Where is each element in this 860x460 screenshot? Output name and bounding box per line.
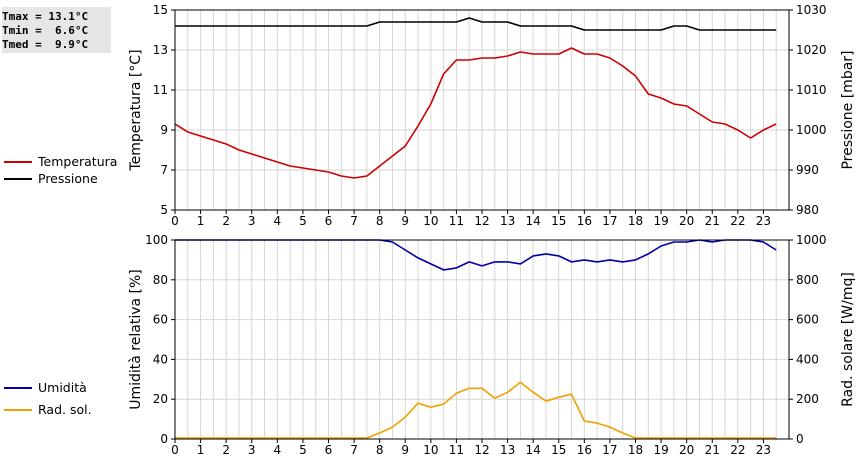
y2-tick-label: 990 [796,163,819,177]
x-tick-label: 1 [197,214,205,228]
y2-tick-label: 1020 [796,43,827,57]
y2-tick-label: 0 [796,432,804,446]
x-tick-label: 0 [171,443,179,457]
legend-pressure-swatch [4,178,32,180]
x-tick-label: 10 [423,214,438,228]
x-tick-label: 23 [756,214,771,228]
x-tick-label: 4 [274,443,282,457]
legend-radiation-label: Rad. sol. [38,402,92,417]
x-tick-label: 7 [350,214,358,228]
y2-tick-label: 1000 [796,233,827,247]
series-line-rad-sol- [175,381,777,439]
x-tick-label: 18 [628,214,643,228]
x-tick-label: 4 [274,214,282,228]
x-tick-label: 11 [449,443,464,457]
x-tick-label: 3 [248,214,256,228]
y-tick-label: 9 [160,123,168,137]
x-tick-label: 22 [730,214,745,228]
y2-tick-label: 600 [796,313,819,327]
x-tick-label: 21 [705,443,720,457]
x-tick-label: 11 [449,214,464,228]
y2-axis-title: Rad. solare [W/mq] [840,272,856,407]
y-tick-label: 7 [160,163,168,177]
y2-tick-label: 1000 [796,123,827,137]
x-tick-label: 17 [602,443,617,457]
x-tick-label: 5 [299,214,307,228]
x-tick-label: 13 [500,443,515,457]
y-tick-label: 5 [160,203,168,217]
y-tick-label: 100 [145,233,168,247]
y2-tick-label: 1010 [796,83,827,97]
y-tick-label: 40 [153,352,168,366]
x-tick-label: 6 [325,443,333,457]
y-axis-title: Temperatura [°C] [128,49,144,171]
legend-pressure-label: Pressione [38,171,98,186]
y2-tick-label: 200 [796,392,819,406]
y-tick-label: 20 [153,392,168,406]
x-tick-label: 2 [222,443,230,457]
x-tick-label: 17 [602,214,617,228]
series-line-pressione [175,17,777,31]
x-tick-label: 15 [551,214,566,228]
x-tick-label: 6 [325,214,333,228]
legend-temperature-label: Temperatura [38,154,118,169]
legend-humidity-label: Umidità [38,380,87,395]
y-tick-label: 11 [153,83,168,97]
tmin-text: Tmin = 6.6°C [2,24,89,37]
y2-axis-title: Pressione [mbar] [840,50,856,169]
y2-tick-label: 1030 [796,3,827,17]
x-tick-label: 10 [423,443,438,457]
x-tick-label: 8 [376,443,384,457]
y2-tick-label: 800 [796,273,819,287]
x-tick-label: 20 [679,443,694,457]
x-tick-label: 21 [705,214,720,228]
x-tick-label: 16 [577,443,592,457]
series-line-temperatura [174,47,777,179]
x-tick-label: 8 [376,214,384,228]
x-tick-label: 9 [401,214,409,228]
y-tick-label: 13 [153,43,168,57]
y-tick-label: 0 [160,432,168,446]
x-tick-label: 3 [248,443,256,457]
x-tick-label: 5 [299,443,307,457]
x-tick-label: 23 [756,443,771,457]
tmed-text: Tmed = 9.9°C [2,38,89,51]
y-tick-label: 15 [153,3,168,17]
x-tick-label: 15 [551,443,566,457]
x-tick-label: 18 [628,443,643,457]
legend-radiation-swatch [4,409,32,411]
x-tick-label: 14 [526,443,541,457]
y2-tick-label: 400 [796,352,819,366]
x-tick-label: 22 [730,443,745,457]
y-tick-label: 60 [153,313,168,327]
legend-temperature-swatch [4,161,32,163]
x-tick-label: 7 [350,443,358,457]
x-tick-label: 20 [679,214,694,228]
legend-humidity-swatch [4,387,32,389]
series-line-umidit- [175,239,777,271]
x-tick-label: 9 [401,443,409,457]
tmax-text: Tmax = 13.1°C [2,10,89,23]
y-axis-title: Umidità relativa [%] [128,269,144,410]
summary-box: Tmax = 13.1°C Tmin = 6.6°C Tmed = 9.9°C [2,7,111,53]
x-tick-label: 14 [526,214,541,228]
x-tick-label: 1 [197,443,205,457]
x-tick-label: 19 [653,443,668,457]
x-tick-label: 2 [222,214,230,228]
x-tick-label: 13 [500,214,515,228]
x-tick-label: 0 [171,214,179,228]
x-tick-label: 12 [474,443,489,457]
y2-tick-label: 980 [796,203,819,217]
y-tick-label: 80 [153,273,168,287]
x-tick-label: 16 [577,214,592,228]
x-tick-label: 19 [653,214,668,228]
x-tick-label: 12 [474,214,489,228]
